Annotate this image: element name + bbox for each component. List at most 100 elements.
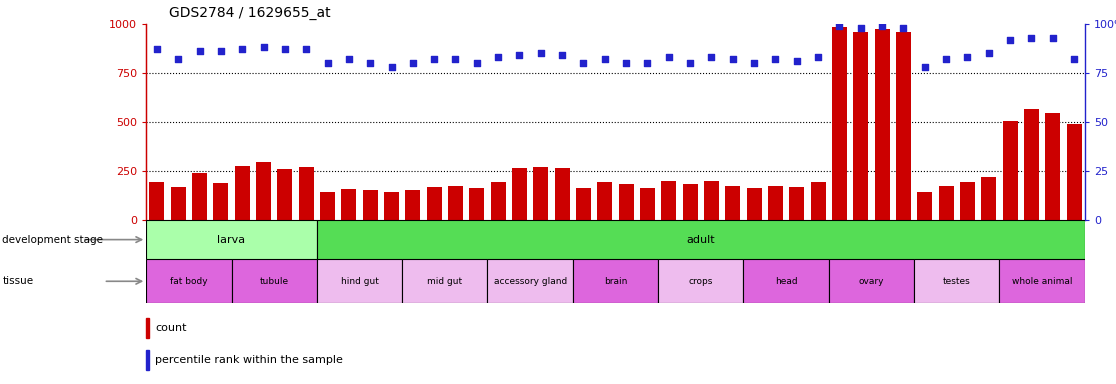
Bar <box>470 188 484 220</box>
Bar <box>810 182 826 220</box>
Point <box>916 64 934 70</box>
Bar <box>743 259 829 303</box>
Bar <box>402 259 488 303</box>
Text: ovary: ovary <box>858 277 884 286</box>
Text: hind gut: hind gut <box>340 277 378 286</box>
Bar <box>704 181 719 220</box>
Point <box>596 56 614 62</box>
Bar <box>320 192 335 220</box>
Point <box>340 56 358 62</box>
Text: larva: larva <box>218 235 246 245</box>
Bar <box>768 186 783 220</box>
Bar <box>833 27 847 220</box>
Bar <box>573 259 658 303</box>
Point <box>788 58 806 64</box>
Text: GDS2784 / 1629655_at: GDS2784 / 1629655_at <box>169 6 330 20</box>
Bar <box>854 31 868 220</box>
Bar <box>875 29 889 220</box>
Bar <box>363 190 377 220</box>
Bar <box>1024 109 1039 220</box>
Point <box>1043 35 1061 41</box>
Point <box>276 46 294 52</box>
Text: crops: crops <box>689 277 713 286</box>
Bar <box>234 166 250 220</box>
Bar <box>533 167 548 220</box>
Bar <box>192 173 206 220</box>
Point <box>638 60 656 66</box>
Bar <box>597 182 613 220</box>
Point <box>617 60 635 66</box>
Bar <box>747 188 761 220</box>
Bar <box>150 182 164 220</box>
Bar <box>662 181 676 220</box>
Point <box>830 23 848 29</box>
Bar <box>299 167 314 220</box>
Point <box>895 25 913 31</box>
Point <box>404 60 422 66</box>
Bar <box>1067 124 1081 220</box>
Point <box>233 46 251 52</box>
Bar <box>683 184 698 220</box>
Bar <box>491 182 506 220</box>
Text: testes: testes <box>943 277 971 286</box>
Point <box>745 60 763 66</box>
Text: tissue: tissue <box>2 276 33 286</box>
Point <box>191 48 209 55</box>
Bar <box>829 259 914 303</box>
Bar <box>488 259 573 303</box>
Bar <box>618 184 634 220</box>
Bar <box>576 188 591 220</box>
Bar <box>658 259 743 303</box>
Text: development stage: development stage <box>2 235 104 245</box>
Bar <box>1002 121 1018 220</box>
Bar <box>146 259 231 303</box>
Point <box>767 56 785 62</box>
Text: brain: brain <box>604 277 627 286</box>
Bar <box>317 259 402 303</box>
Point <box>489 54 507 60</box>
Point <box>383 64 401 70</box>
Bar <box>555 168 569 220</box>
Point <box>318 60 336 66</box>
Bar <box>960 182 975 220</box>
Bar <box>981 177 997 220</box>
Point <box>852 25 869 31</box>
Point <box>1065 56 1083 62</box>
Point <box>297 46 315 52</box>
Point <box>724 56 742 62</box>
Text: tubule: tubule <box>260 277 289 286</box>
Bar <box>317 220 1085 259</box>
Bar <box>939 186 953 220</box>
Bar <box>146 318 150 338</box>
Point <box>362 60 379 66</box>
Point <box>212 48 230 55</box>
Text: accessory gland: accessory gland <box>493 277 567 286</box>
Bar <box>426 187 442 220</box>
Bar <box>278 169 292 220</box>
Bar <box>512 168 527 220</box>
Bar <box>256 162 271 220</box>
Point <box>148 46 166 52</box>
Point <box>1001 36 1019 43</box>
Bar <box>725 186 740 220</box>
Bar <box>1000 259 1085 303</box>
Point <box>980 50 998 56</box>
Bar <box>448 186 463 220</box>
Point <box>873 23 891 29</box>
Text: fat body: fat body <box>170 277 208 286</box>
Bar <box>171 187 185 220</box>
Text: adult: adult <box>686 235 715 245</box>
Point <box>532 50 550 56</box>
Text: count: count <box>155 323 186 333</box>
Point <box>170 56 187 62</box>
Bar <box>914 259 1000 303</box>
Text: percentile rank within the sample: percentile rank within the sample <box>155 355 343 365</box>
Bar <box>146 350 150 370</box>
Point <box>681 60 699 66</box>
Bar <box>213 183 229 220</box>
Point <box>554 52 571 58</box>
Point <box>510 52 528 58</box>
Bar <box>639 188 655 220</box>
Bar <box>384 192 398 220</box>
Point <box>468 60 485 66</box>
